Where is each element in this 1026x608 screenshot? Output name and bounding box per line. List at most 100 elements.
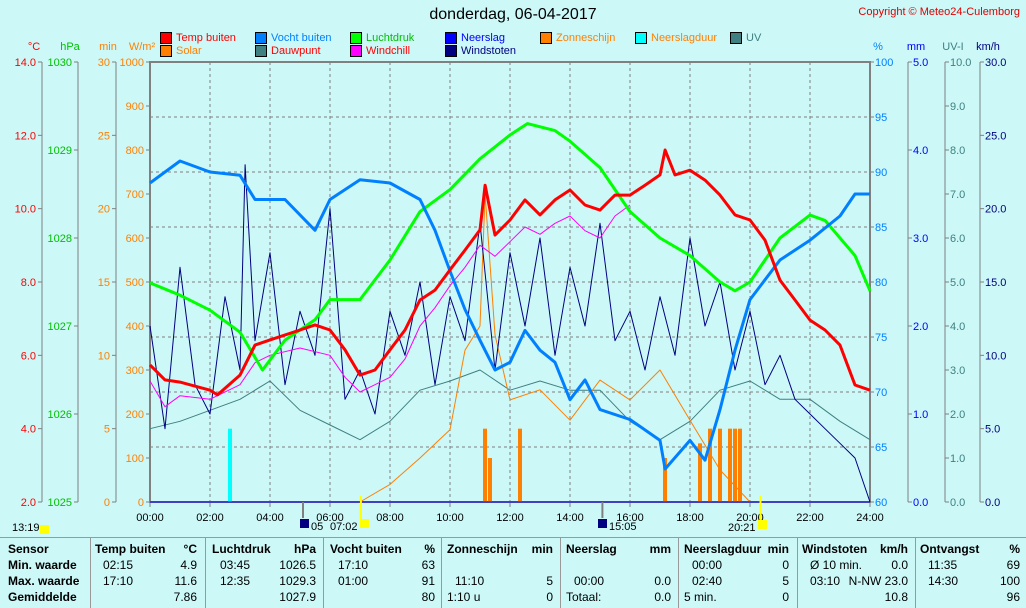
axis-tick-label: 80 (875, 277, 887, 289)
table-cell-time: 11:10 (455, 574, 485, 588)
legend-item: Windstoten (445, 45, 516, 57)
axis-tick-label: 600 (126, 233, 144, 245)
axis-tick-label: 500 (126, 277, 144, 289)
legend-item: Luchtdruk (350, 32, 414, 44)
axis-tick-label: 100 (875, 57, 893, 69)
column-header: Sensor (8, 542, 49, 556)
table-cell-value: 5 (782, 574, 789, 588)
axis-tick-label: 8.0 (21, 277, 36, 289)
table-divider (797, 538, 798, 608)
axis-tick-label: 1030 (48, 57, 72, 69)
axis-unit-minutes: min (99, 41, 117, 53)
axis-tick-label: 70 (875, 387, 887, 399)
axis-tick-label: 12.0 (15, 130, 36, 142)
bar-zonneschijn (718, 428, 722, 502)
axis-unit-temp: °C (28, 41, 40, 53)
legend-label: Vocht buiten (271, 32, 332, 44)
table-divider (441, 538, 442, 608)
axis-tick-label: 2.0 (21, 497, 36, 509)
bar-zonneschijn (733, 428, 737, 502)
table-cell-time: 17:10 (338, 558, 369, 572)
axis-tick-label: 10.0 (985, 350, 1006, 362)
table-divider (323, 538, 324, 608)
axis-tick-label: 1000 (120, 57, 144, 69)
table-cell-value: 0 (546, 590, 553, 604)
axis-tick-label: 900 (126, 101, 144, 113)
moonset-icon (300, 519, 309, 528)
axis-tick-label: 0.0 (913, 497, 928, 509)
chart-svg: °C2.04.06.08.010.012.014.0hPa10251026102… (12, 41, 1006, 534)
x-tick-label: 18:00 (676, 512, 704, 524)
table-cell-time: 5 min. (684, 590, 717, 604)
axis-tick-label: 0 (138, 497, 144, 509)
axis-tick-label: 25.0 (985, 130, 1006, 142)
axis-tick-label: 9.0 (950, 101, 965, 113)
column-unit: % (1009, 542, 1020, 556)
table-cell-time: 00:00 (692, 558, 723, 572)
table-cell-value: 69 (1006, 558, 1020, 572)
axis-tick-label: 1029 (48, 145, 72, 157)
copyright: Copyright © Meteo24-Culemborg (858, 6, 1020, 18)
column-header: Zonneschijn (447, 542, 518, 556)
axis-tick-label: 300 (126, 365, 144, 377)
axis-tick-label: 4.0 (21, 424, 36, 436)
marker-label: 20:21 (728, 522, 756, 534)
axis-tick-label: 20.0 (985, 204, 1006, 216)
column-header: Ontvangst (920, 542, 980, 556)
axis-tick-label: 7.0 (950, 189, 965, 201)
x-tick-label: 02:00 (196, 512, 224, 524)
table-divider (915, 538, 916, 608)
axis-tick-label: 85 (875, 222, 887, 234)
legend-label: Windchill (366, 45, 411, 57)
legend-item: Dauwpunt (255, 45, 321, 57)
legend-swatch (635, 32, 647, 44)
bar-zonneschijn (483, 428, 487, 502)
table-cell-value: 1026.5 (279, 558, 316, 572)
x-tick-label: 06:00 (316, 512, 344, 524)
series-windstoten (149, 164, 871, 503)
table-cell-value: 100 (999, 574, 1020, 588)
column-header: Neerslag (566, 542, 617, 556)
axis-tick-label: 0.0 (950, 497, 965, 509)
axis-tick-label: 60 (875, 497, 887, 509)
axis-tick-label: 5.0 (913, 57, 928, 69)
table-cell-value: 91 (421, 574, 435, 588)
legend-label: Windstoten (461, 45, 517, 57)
table-divider (205, 538, 206, 608)
axis-tick-label: 700 (126, 189, 144, 201)
legend-label: Luchtdruk (366, 32, 415, 44)
legend-swatch (350, 45, 362, 57)
axis-tick-label: 3.0 (913, 233, 928, 245)
table-cell-value: 0.0 (654, 574, 671, 588)
table-cell-time: 12:35 (220, 574, 251, 588)
legend-label: UV (746, 32, 762, 44)
axis-tick-label: 400 (126, 321, 144, 333)
table-cell-value: 96 (1006, 590, 1020, 604)
table-cell-time: 02:15 (103, 558, 134, 572)
stats-table: Sensor Temp buiten °C Luchtdruk hPa Vocht bui… (0, 537, 1026, 608)
table-divider (678, 538, 679, 608)
column-header: Windstoten (802, 542, 868, 556)
column-header: Vocht buiten (330, 542, 402, 556)
legend-item: Temp buiten (160, 32, 236, 44)
column-unit: mm (649, 542, 671, 556)
table-cell-time: 11:35 (928, 558, 958, 572)
axis-tick-label: 30.0 (985, 57, 1006, 69)
table-cell-time: 00:00 (574, 574, 605, 588)
bar-zonneschijn (663, 458, 667, 502)
column-unit: hPa (293, 542, 316, 556)
series-temp-buiten (148, 148, 871, 397)
x-tick-label: 08:00 (376, 512, 404, 524)
table-cell-time: 03:45 (220, 558, 251, 572)
bar-zonneschijn (728, 428, 732, 502)
axis-unit-wind: km/h (976, 41, 1000, 53)
legend-label: Neerslagduur (651, 32, 718, 44)
sunrise-icon (360, 519, 369, 528)
table-cell-value: 4.9 (180, 558, 197, 572)
legend-item: UV (730, 32, 761, 44)
legend-label: Neerslag (461, 32, 506, 44)
marker-label: 05 (311, 521, 323, 533)
series-solar (150, 193, 870, 503)
axis-unit-uv: UV-I (942, 41, 963, 53)
